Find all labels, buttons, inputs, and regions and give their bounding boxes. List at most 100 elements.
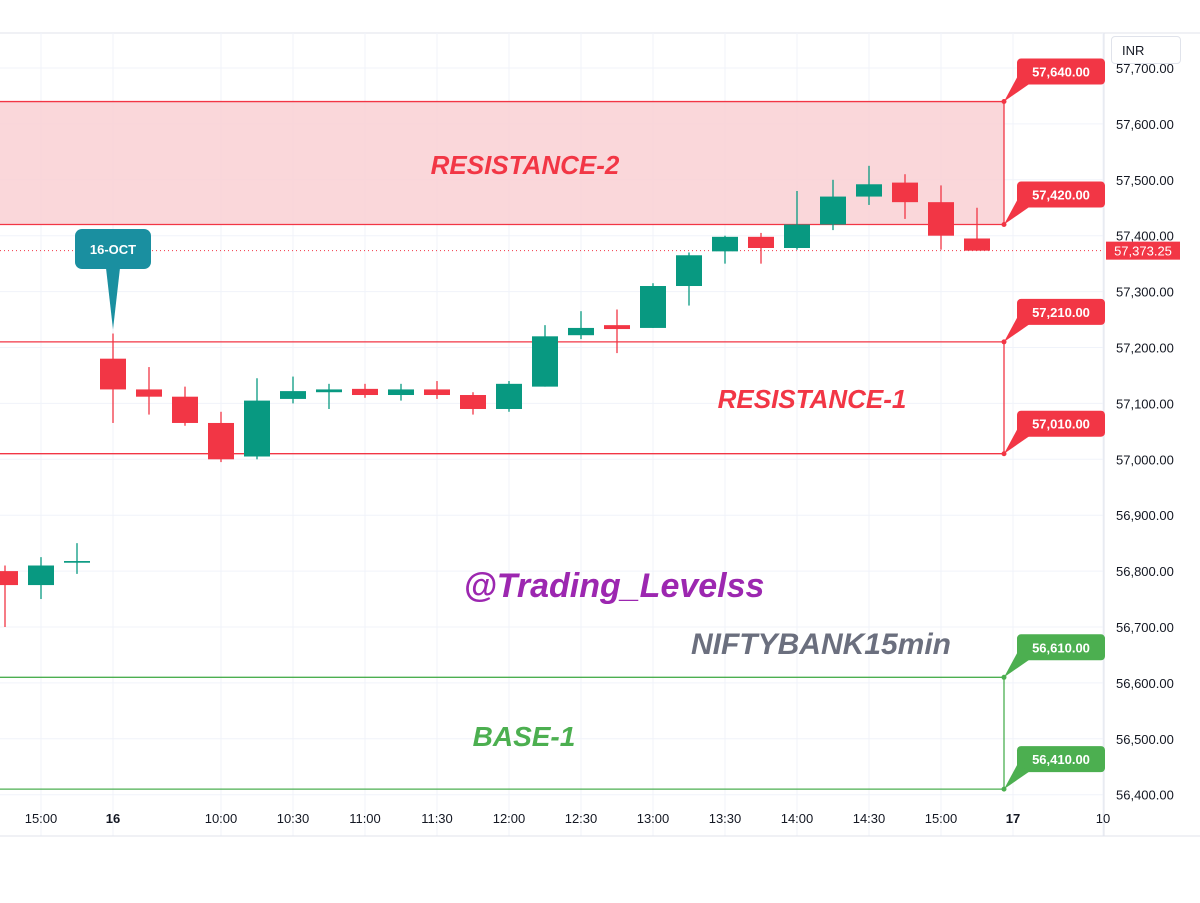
x-tick-label: 12:30 [565,811,598,826]
level-tag-text: 56,410.00 [1032,752,1090,767]
candle-body [136,389,162,397]
level-price-tag: 57,210.00 [1004,298,1105,342]
last-price-box [1106,241,1180,260]
candle-body [352,388,378,396]
candle-body [784,224,810,248]
level-price-tag: 57,420.00 [1004,181,1105,225]
candle[interactable] [100,333,126,423]
candle-body [532,336,558,387]
candle[interactable] [64,543,90,574]
x-tick-label: 13:30 [709,811,742,826]
callout-label: 16-OCT [90,242,136,257]
candle-body [0,571,18,586]
candle[interactable] [928,185,954,250]
candle[interactable] [244,378,270,460]
last-price-text: 57,373.25 [1114,244,1172,259]
candle[interactable] [964,207,990,251]
y-tick-label: 57,100.00 [1116,396,1174,411]
candle[interactable] [388,383,414,401]
y-tick-label: 56,800.00 [1116,564,1174,579]
y-tick-label: 56,900.00 [1116,508,1174,523]
level-tag-text: 57,640.00 [1032,65,1090,80]
candle[interactable] [604,309,630,354]
candle-body [208,422,234,460]
candle[interactable] [136,367,162,415]
y-tick-label: 56,600.00 [1116,676,1174,691]
y-tick-label: 57,700.00 [1116,61,1174,76]
callout-box [75,229,151,269]
candle-body [964,238,990,251]
watermark-handle: @Trading_Levelss [464,567,765,605]
candle[interactable] [568,311,594,340]
x-tick-label: 13:00 [637,811,670,826]
level-tag-box [1017,746,1105,773]
level-price-tag: 57,010.00 [1004,410,1105,454]
candles[interactable] [0,165,990,627]
candle-body [568,327,594,336]
date-callout: 16-OCT [75,229,151,330]
level-tag-pointer [1004,200,1030,225]
candle[interactable] [784,190,810,250]
level-tag-box [1017,410,1105,437]
candle[interactable] [280,376,306,404]
candle[interactable] [424,381,450,399]
candle[interactable] [208,411,234,463]
level-tag-pointer [1004,429,1030,454]
candle-body [316,389,342,393]
candle-body [280,391,306,399]
candle-body [604,325,630,330]
x-tick-label: 10:30 [277,811,310,826]
level-tag-text: 57,210.00 [1032,305,1090,320]
candle[interactable] [676,252,702,306]
candle[interactable] [820,179,846,231]
candle[interactable] [352,383,378,398]
level-tag-pointer [1004,653,1030,678]
candle-body [388,389,414,396]
zone-label: RESISTANCE-2 [431,150,620,180]
level-tag-pointer [1004,317,1030,342]
price-tags: 57,640.00 57,420.00 57,210.00 57,010.00 56,6… [1004,58,1180,790]
y-tick-label: 57,300.00 [1116,285,1174,300]
level-tag-text: 56,610.00 [1032,640,1090,655]
candle[interactable] [640,283,666,328]
candle[interactable] [28,557,54,600]
candle[interactable] [460,392,486,415]
currency-button[interactable]: INR [1111,36,1181,64]
level-tag-box [1017,298,1105,325]
price-axis[interactable]: 57,700.0057,600.0057,500.0057,400.0057,3… [1116,61,1174,803]
overlays: @Trading_Levelss NIFTYBANK15min 16-OCT [75,229,951,661]
y-tick-label: 56,500.00 [1116,732,1174,747]
y-tick-label: 56,400.00 [1116,788,1174,803]
candle[interactable] [748,232,774,264]
x-tick-label: 15:00 [25,811,58,826]
candle[interactable] [316,383,342,409]
x-tick-label: 10 [1096,811,1110,826]
level-tag-box [1017,634,1105,661]
callout-pointer [106,268,120,330]
candle-body [856,184,882,197]
level-tag-text: 57,420.00 [1032,188,1090,203]
time-axis[interactable]: 15:00 16 10:00 10:30 11:00 11:30 12:00 12:30 13:… [25,811,1111,826]
candle-body [244,400,270,457]
candle[interactable] [0,565,18,627]
level-tag-text: 57,010.00 [1032,417,1090,432]
candle[interactable] [496,381,522,412]
y-tick-label: 57,400.00 [1116,229,1174,244]
x-tick-label: 11:00 [349,811,381,826]
candle-body [496,383,522,409]
candle-body [460,395,486,409]
candle-body [928,202,954,236]
x-tick-label: 17 [1006,811,1020,826]
candle-body [748,236,774,248]
candle[interactable] [172,386,198,426]
candle[interactable] [532,325,558,387]
candle-body [640,286,666,328]
candle[interactable] [892,174,918,219]
candle[interactable] [712,235,738,264]
candle-body [892,182,918,203]
candle-body [64,561,90,563]
candle[interactable] [856,165,882,205]
level-tag-pointer [1004,765,1030,790]
zone-label: BASE-1 [473,721,576,752]
